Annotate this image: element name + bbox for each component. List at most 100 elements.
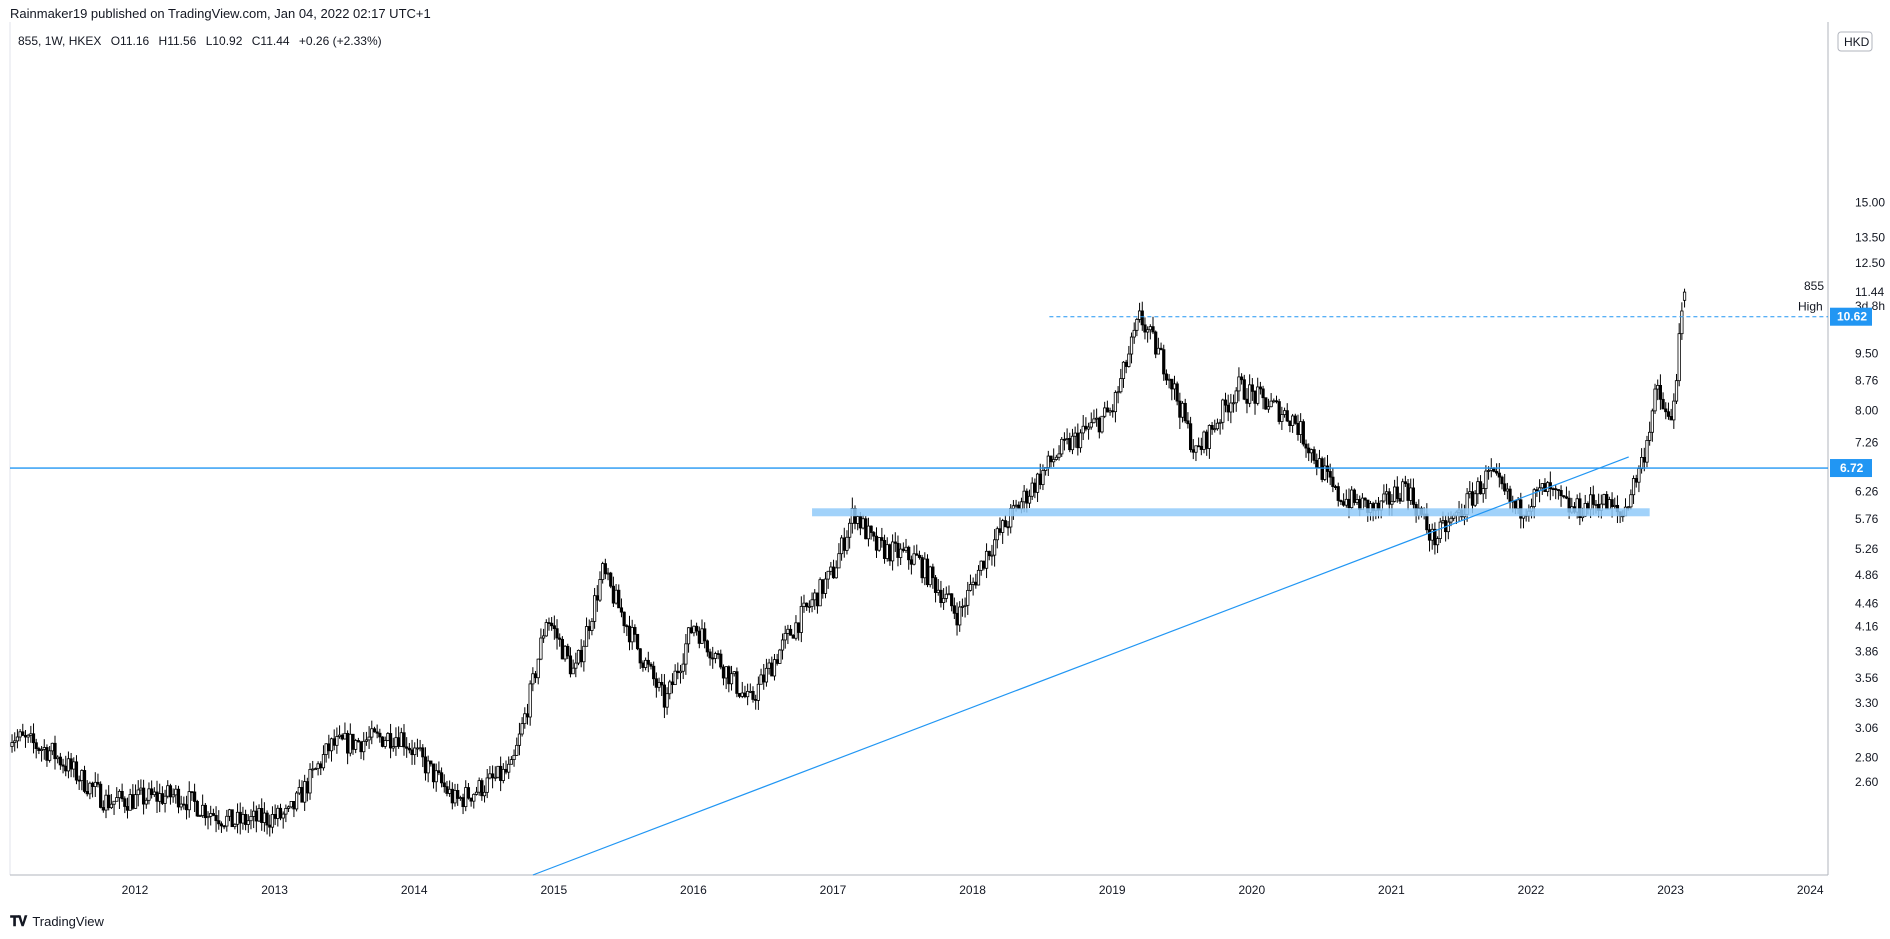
candle (192, 783, 197, 812)
candle (490, 765, 495, 789)
candle (1017, 501, 1021, 510)
candle-body (241, 813, 245, 824)
candle (1221, 398, 1225, 430)
currency-selector[interactable]: HKD (1837, 31, 1873, 52)
candle (150, 780, 154, 799)
candle (201, 794, 205, 818)
tradingview-logo-icon: 𝐓𝐕 (10, 913, 27, 929)
candle (708, 648, 712, 666)
candle (300, 780, 304, 803)
candle (179, 795, 183, 811)
candle-body (700, 628, 704, 644)
candle-body (826, 570, 830, 580)
candle-body (1393, 486, 1397, 502)
price-tick-label: 8.76 (1855, 373, 1879, 387)
candle (746, 683, 750, 706)
candle-body (627, 625, 632, 643)
candle-body (912, 553, 916, 565)
candle (646, 651, 650, 673)
candle-body (748, 690, 752, 693)
candle-body (893, 541, 897, 544)
candle-body (1033, 482, 1037, 493)
candle-body (1186, 420, 1190, 425)
candle-body (37, 748, 41, 751)
candle-body (968, 584, 973, 591)
candle (606, 567, 610, 581)
candle (34, 738, 38, 759)
candle (370, 720, 374, 745)
candle (920, 554, 924, 584)
candle-body (555, 628, 559, 639)
candle-body (109, 803, 113, 809)
candle-body (238, 811, 242, 824)
candle-body (117, 790, 122, 799)
candle (88, 781, 92, 800)
candle-body (431, 763, 436, 783)
candle-body (1248, 384, 1252, 404)
candle-body (686, 627, 691, 645)
candle (421, 744, 425, 768)
candle (866, 517, 871, 547)
candle-body (1626, 506, 1630, 509)
candle (1393, 479, 1397, 503)
candle-body (434, 770, 438, 783)
candle (429, 760, 433, 767)
legend-symbol[interactable]: 855, 1W, HKEX (18, 34, 102, 48)
price-chart[interactable]: 2.60 2.80 3.06 3.30 3.56 3.86 4.16 4.46 4.86 5.26… (0, 0, 1890, 910)
candle (1666, 402, 1671, 420)
candle-body (88, 782, 92, 795)
candle-body (533, 673, 538, 679)
candle-body (192, 791, 197, 802)
candle-body (64, 765, 68, 772)
candle (1564, 486, 1569, 500)
candle-body (120, 790, 124, 800)
candle (1065, 428, 1069, 445)
candle-body (217, 820, 221, 825)
candle-body (1398, 498, 1402, 502)
candle (590, 618, 594, 636)
candle-body (1035, 473, 1040, 493)
candle (493, 766, 497, 782)
candle-body (925, 558, 930, 586)
candle (375, 724, 379, 739)
candle-body (974, 581, 978, 586)
footer-brand[interactable]: TradingView (32, 914, 104, 929)
candle-body (1229, 402, 1233, 413)
candle-body (112, 800, 116, 805)
candle (160, 786, 164, 805)
time-tick-label: 2023 (1657, 883, 1684, 897)
candle-body (303, 781, 307, 803)
candle-body (284, 808, 288, 815)
candle (1500, 475, 1504, 490)
candle-body (976, 569, 981, 586)
candle-body (163, 795, 167, 804)
candle-body (788, 628, 793, 636)
candle-body (1682, 291, 1687, 301)
candle-body (198, 815, 202, 818)
candle (104, 789, 108, 819)
candle (107, 785, 111, 811)
candle (678, 664, 683, 684)
candle-body (351, 733, 355, 750)
candle (18, 729, 22, 742)
candle (39, 746, 44, 762)
candle-body (813, 592, 817, 601)
candle-body (1017, 504, 1021, 510)
candle-body (1253, 390, 1257, 404)
candle (1658, 374, 1662, 410)
candle-body (772, 659, 777, 677)
candle-body (1358, 499, 1362, 511)
candle (764, 658, 769, 687)
ascending-trendline (532, 456, 1629, 876)
high-label: High (1798, 300, 1823, 314)
candle (748, 683, 752, 694)
candle-body (104, 794, 108, 811)
candle (1223, 392, 1228, 413)
candle-body (845, 536, 849, 551)
candle (657, 677, 661, 692)
candle (1312, 446, 1316, 465)
candle (673, 664, 677, 686)
candle-body (53, 742, 57, 760)
candle (1027, 489, 1032, 509)
candle (574, 652, 578, 678)
